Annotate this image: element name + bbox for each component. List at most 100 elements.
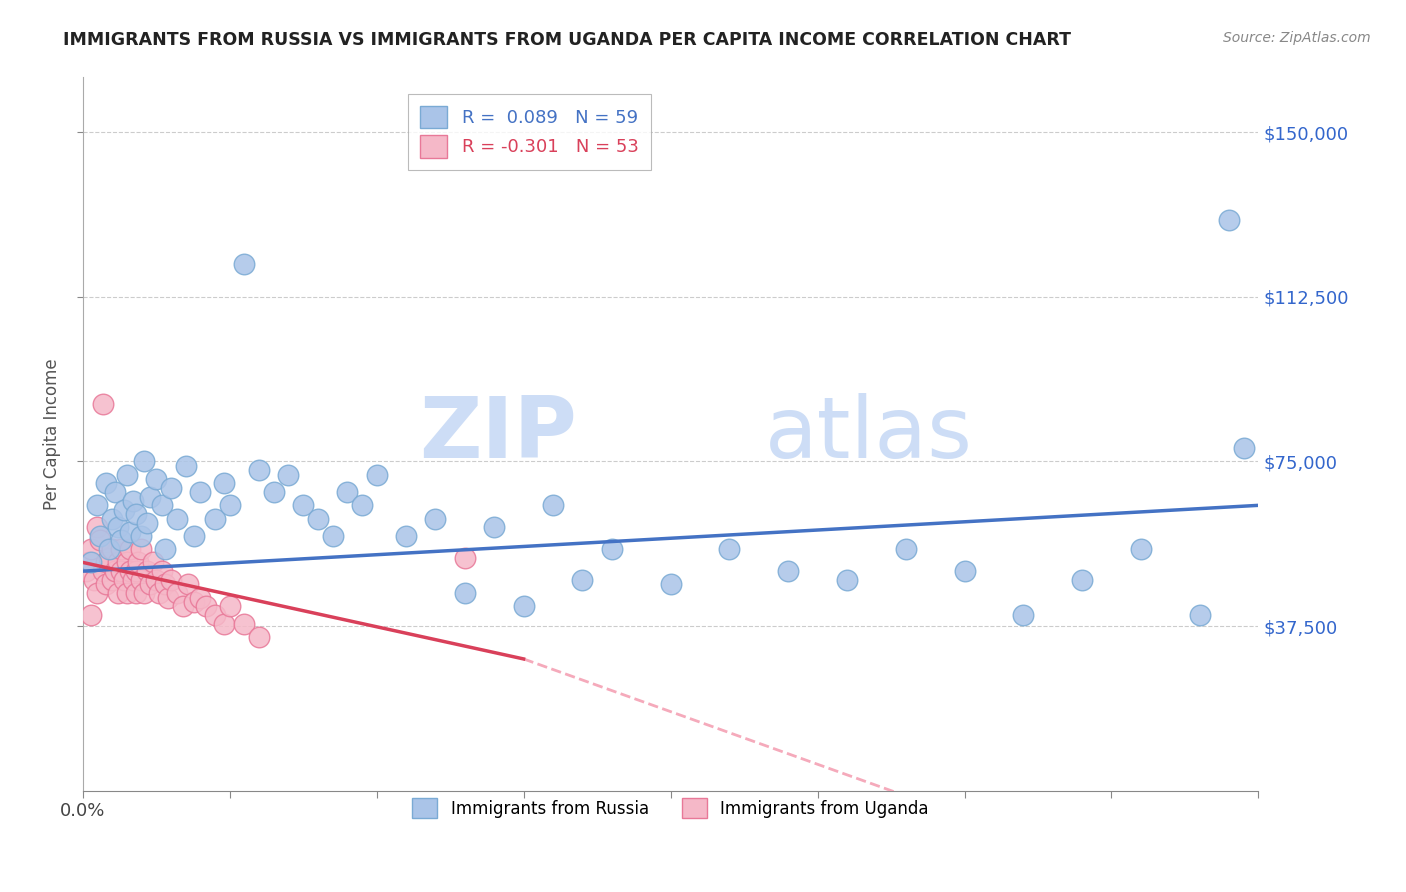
Point (1218, 213, 1240, 227)
Point (1012, 608, 1035, 623)
Point (98, 551, 121, 566)
Point (454, 586, 477, 600)
Point (321, 529, 343, 543)
Point (1129, 542, 1152, 557)
Point (204, 511, 226, 525)
Point (89, 533, 111, 548)
Point (89, 529, 111, 543)
Point (101, 542, 124, 557)
Point (80, 555, 103, 569)
Point (131, 529, 153, 543)
Point (107, 555, 129, 569)
Point (128, 555, 150, 569)
Point (107, 520, 129, 534)
Y-axis label: Per Capita Income: Per Capita Income (44, 359, 60, 510)
Point (218, 599, 240, 614)
Point (136, 564, 159, 578)
Point (247, 463, 270, 477)
Point (118, 564, 141, 578)
Point (124, 564, 146, 578)
Point (86, 499, 108, 513)
Point (188, 591, 211, 605)
Point (541, 499, 564, 513)
Point (183, 529, 205, 543)
Legend: Immigrants from Russia, Immigrants from Uganda: Immigrants from Russia, Immigrants from … (405, 791, 935, 825)
Point (124, 507, 146, 521)
Point (1233, 442, 1256, 456)
Point (131, 542, 153, 557)
Point (91, 564, 114, 578)
Point (600, 542, 623, 557)
Point (160, 573, 183, 587)
Point (212, 476, 235, 491)
Point (482, 520, 505, 534)
Point (212, 616, 235, 631)
Point (953, 564, 976, 578)
Point (153, 577, 176, 591)
Point (233, 616, 256, 631)
Point (115, 586, 138, 600)
Point (118, 542, 141, 557)
Point (121, 573, 143, 587)
Text: atlas: atlas (765, 392, 973, 475)
Point (307, 511, 329, 525)
Point (75, 564, 97, 578)
Point (110, 542, 132, 557)
Text: ZIP: ZIP (419, 392, 576, 475)
Point (115, 467, 138, 482)
Point (148, 586, 170, 600)
Point (136, 516, 159, 530)
Point (718, 542, 741, 557)
Point (166, 511, 188, 525)
Point (86, 586, 108, 600)
Point (110, 533, 132, 548)
Point (98, 542, 121, 557)
Point (96, 577, 118, 591)
Point (183, 595, 205, 609)
Point (110, 564, 132, 578)
Point (104, 564, 127, 578)
Point (336, 485, 359, 500)
Point (91, 397, 114, 411)
Point (96, 476, 118, 491)
Point (659, 577, 682, 591)
Point (835, 573, 858, 587)
Point (86, 520, 108, 534)
Point (366, 467, 388, 482)
Point (145, 573, 167, 587)
Point (778, 564, 800, 578)
Point (277, 467, 299, 482)
Point (80, 542, 103, 557)
Point (195, 599, 218, 614)
Point (134, 454, 156, 468)
Point (395, 529, 418, 543)
Point (115, 555, 138, 569)
Point (112, 573, 135, 587)
Point (124, 586, 146, 600)
Point (172, 599, 194, 614)
Point (1188, 608, 1211, 623)
Point (1071, 573, 1094, 587)
Point (233, 257, 256, 271)
Point (292, 499, 315, 513)
Text: IMMIGRANTS FROM RUSSIA VS IMMIGRANTS FROM UGANDA PER CAPITA INCOME CORRELATION C: IMMIGRANTS FROM RUSSIA VS IMMIGRANTS FRO… (63, 31, 1071, 49)
Point (121, 494, 143, 508)
Point (160, 481, 183, 495)
Point (571, 573, 593, 587)
Point (512, 599, 534, 614)
Point (153, 542, 176, 557)
Point (156, 591, 179, 605)
Point (101, 573, 124, 587)
Point (104, 485, 127, 500)
Point (454, 551, 477, 566)
Text: Source: ZipAtlas.com: Source: ZipAtlas.com (1223, 31, 1371, 45)
Point (142, 555, 165, 569)
Point (218, 499, 240, 513)
Point (174, 458, 197, 473)
Point (80, 608, 103, 623)
Point (131, 573, 153, 587)
Point (425, 511, 447, 525)
Point (350, 499, 373, 513)
Point (112, 502, 135, 516)
Point (118, 524, 141, 539)
